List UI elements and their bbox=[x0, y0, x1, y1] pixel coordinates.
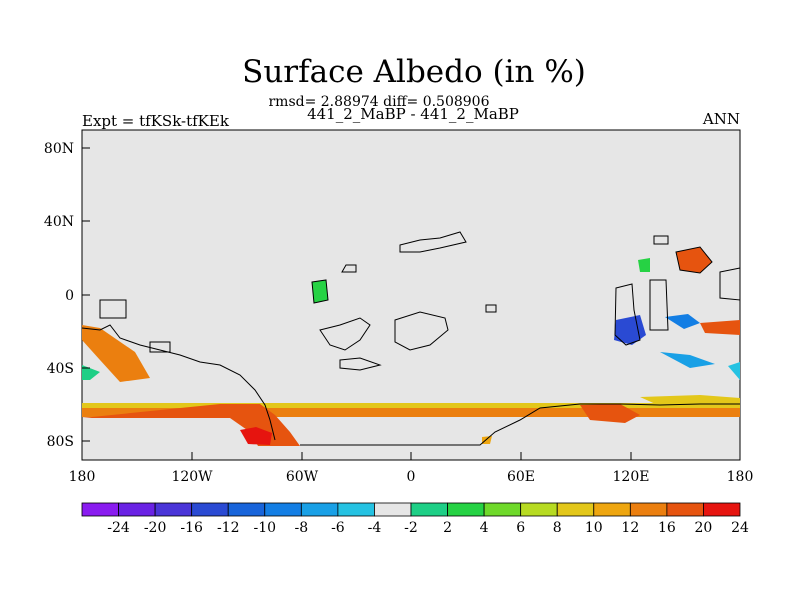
colorbar-label: -4 bbox=[368, 520, 382, 536]
colorbar-label: 4 bbox=[480, 520, 489, 536]
coastline-south-2 bbox=[394, 311, 449, 351]
east-band-yellow bbox=[640, 395, 740, 406]
coastline-asia-1 bbox=[614, 283, 641, 346]
west-antarctic-positive bbox=[82, 404, 300, 446]
x-axis: 180 120W 60W 0 60E 120E 180 bbox=[69, 452, 754, 485]
colorbar-swatch bbox=[483, 502, 522, 517]
x-tick-label-120e: 120E bbox=[613, 469, 650, 485]
coastline-south-3 bbox=[339, 357, 382, 371]
colorbar-label: 24 bbox=[731, 520, 749, 536]
colorbar: -24 -20 -16 -12 -10 -8 -6 -4 -2 2 4 6 8 10 12 16 20 24 bbox=[81, 502, 749, 536]
central-america-positive bbox=[312, 280, 328, 303]
colorbar-label: 2 bbox=[443, 520, 452, 536]
x-tick-label-60e: 60E bbox=[507, 469, 535, 485]
coastline-asia-4 bbox=[675, 246, 713, 274]
colorbar-swatch bbox=[520, 502, 558, 517]
southeast-asia-positive bbox=[638, 258, 650, 272]
x-tick-label-180e: 180 bbox=[727, 469, 754, 485]
y-tick-label-40s: 40S bbox=[47, 361, 74, 377]
south-pacific-west-low bbox=[82, 365, 100, 380]
coastline-south-1 bbox=[319, 317, 371, 351]
pacific-negative-streak-2 bbox=[660, 352, 715, 368]
colorbar-swatch bbox=[264, 502, 302, 517]
colorbar-label: -8 bbox=[295, 520, 309, 536]
x-tick-label-120w: 120W bbox=[171, 469, 213, 485]
colorbar-swatch bbox=[374, 502, 412, 517]
y-tick-label-40n: 40N bbox=[44, 214, 74, 230]
colorbar-label: 6 bbox=[516, 520, 525, 536]
coastlines bbox=[81, 231, 741, 446]
colorbar-swatch bbox=[556, 502, 595, 517]
colorbar-label: 10 bbox=[585, 520, 603, 536]
south-pacific-west-positive bbox=[82, 325, 150, 382]
anomaly-layer bbox=[82, 247, 740, 446]
coastline-south-america bbox=[81, 324, 276, 441]
colorbar-swatch bbox=[300, 502, 339, 517]
y-tick-label-80s: 80S bbox=[47, 434, 74, 450]
colorbar-label: 12 bbox=[621, 520, 639, 536]
east-antarctic-positive bbox=[580, 404, 640, 423]
colorbar-swatch bbox=[118, 502, 156, 517]
colorbar-swatch bbox=[593, 502, 631, 517]
colorbar-label: -24 bbox=[107, 520, 130, 536]
colorbar-swatch bbox=[703, 502, 741, 517]
coastline-pacific-south bbox=[149, 341, 171, 353]
west-antarctic-peak bbox=[240, 427, 272, 445]
coastline-antarctica bbox=[300, 403, 740, 446]
x-tick-label-0: 0 bbox=[407, 469, 416, 485]
coastline-pacific-west bbox=[99, 299, 127, 319]
x-tick-label-180w: 180 bbox=[69, 469, 96, 485]
southern-africa-positive bbox=[482, 436, 492, 444]
y-tick-label-0: 0 bbox=[65, 288, 74, 304]
pacific-negative-streak-3 bbox=[728, 362, 740, 380]
colorbar-label: -12 bbox=[217, 520, 240, 536]
colorbar-swatch bbox=[666, 502, 704, 517]
colorbar-label: 16 bbox=[658, 520, 676, 536]
equatorial-negative-patch bbox=[614, 315, 646, 345]
colorbar-label: -2 bbox=[404, 520, 418, 536]
coastline-pacific-east bbox=[719, 267, 741, 301]
colorbar-label: -6 bbox=[331, 520, 345, 536]
chart-title: Surface Albedo (in %) bbox=[242, 54, 586, 90]
experiment-label: Expt = tfKSk-tfKEk bbox=[82, 112, 229, 130]
colorbar-swatch bbox=[191, 502, 229, 517]
colorbar-swatch bbox=[629, 502, 668, 517]
y-axis: 80N 40N 0 40S 80S bbox=[44, 141, 90, 450]
colorbar-label: -16 bbox=[180, 520, 203, 536]
coastline-island-1 bbox=[341, 264, 357, 273]
colorbar-label: 8 bbox=[553, 520, 562, 536]
colorbar-swatch bbox=[447, 502, 485, 517]
pacific-negative-streak-1 bbox=[665, 314, 700, 329]
southern-band-edge bbox=[82, 403, 740, 408]
y-tick-label-80n: 80N bbox=[44, 141, 74, 157]
coastline-asia-3 bbox=[653, 235, 669, 245]
season-label: ANN bbox=[702, 110, 740, 128]
colorbar-swatch bbox=[227, 502, 266, 517]
colorbar-label: 20 bbox=[695, 520, 713, 536]
chart-runs: 441_2_MaBP - 441_2_MaBP bbox=[307, 105, 519, 123]
colorbar-swatch bbox=[410, 502, 448, 517]
coastline-island-3 bbox=[485, 304, 497, 313]
chart-stats: rmsd= 2.88974 diff= 0.508906 bbox=[268, 94, 490, 110]
east-asia-positive bbox=[676, 247, 712, 273]
x-tick-label-60w: 60W bbox=[286, 469, 319, 485]
colorbar-label: -10 bbox=[254, 520, 277, 536]
colorbar-label: -20 bbox=[144, 520, 167, 536]
coastline-asia-2 bbox=[649, 279, 669, 331]
colorbar-swatch bbox=[337, 502, 375, 517]
south-pacific-east-positive bbox=[700, 320, 740, 335]
coastline-island-2 bbox=[311, 279, 329, 304]
colorbar-swatch bbox=[81, 502, 119, 517]
coastline-north-1 bbox=[399, 231, 467, 253]
colorbar-swatch bbox=[154, 502, 193, 517]
